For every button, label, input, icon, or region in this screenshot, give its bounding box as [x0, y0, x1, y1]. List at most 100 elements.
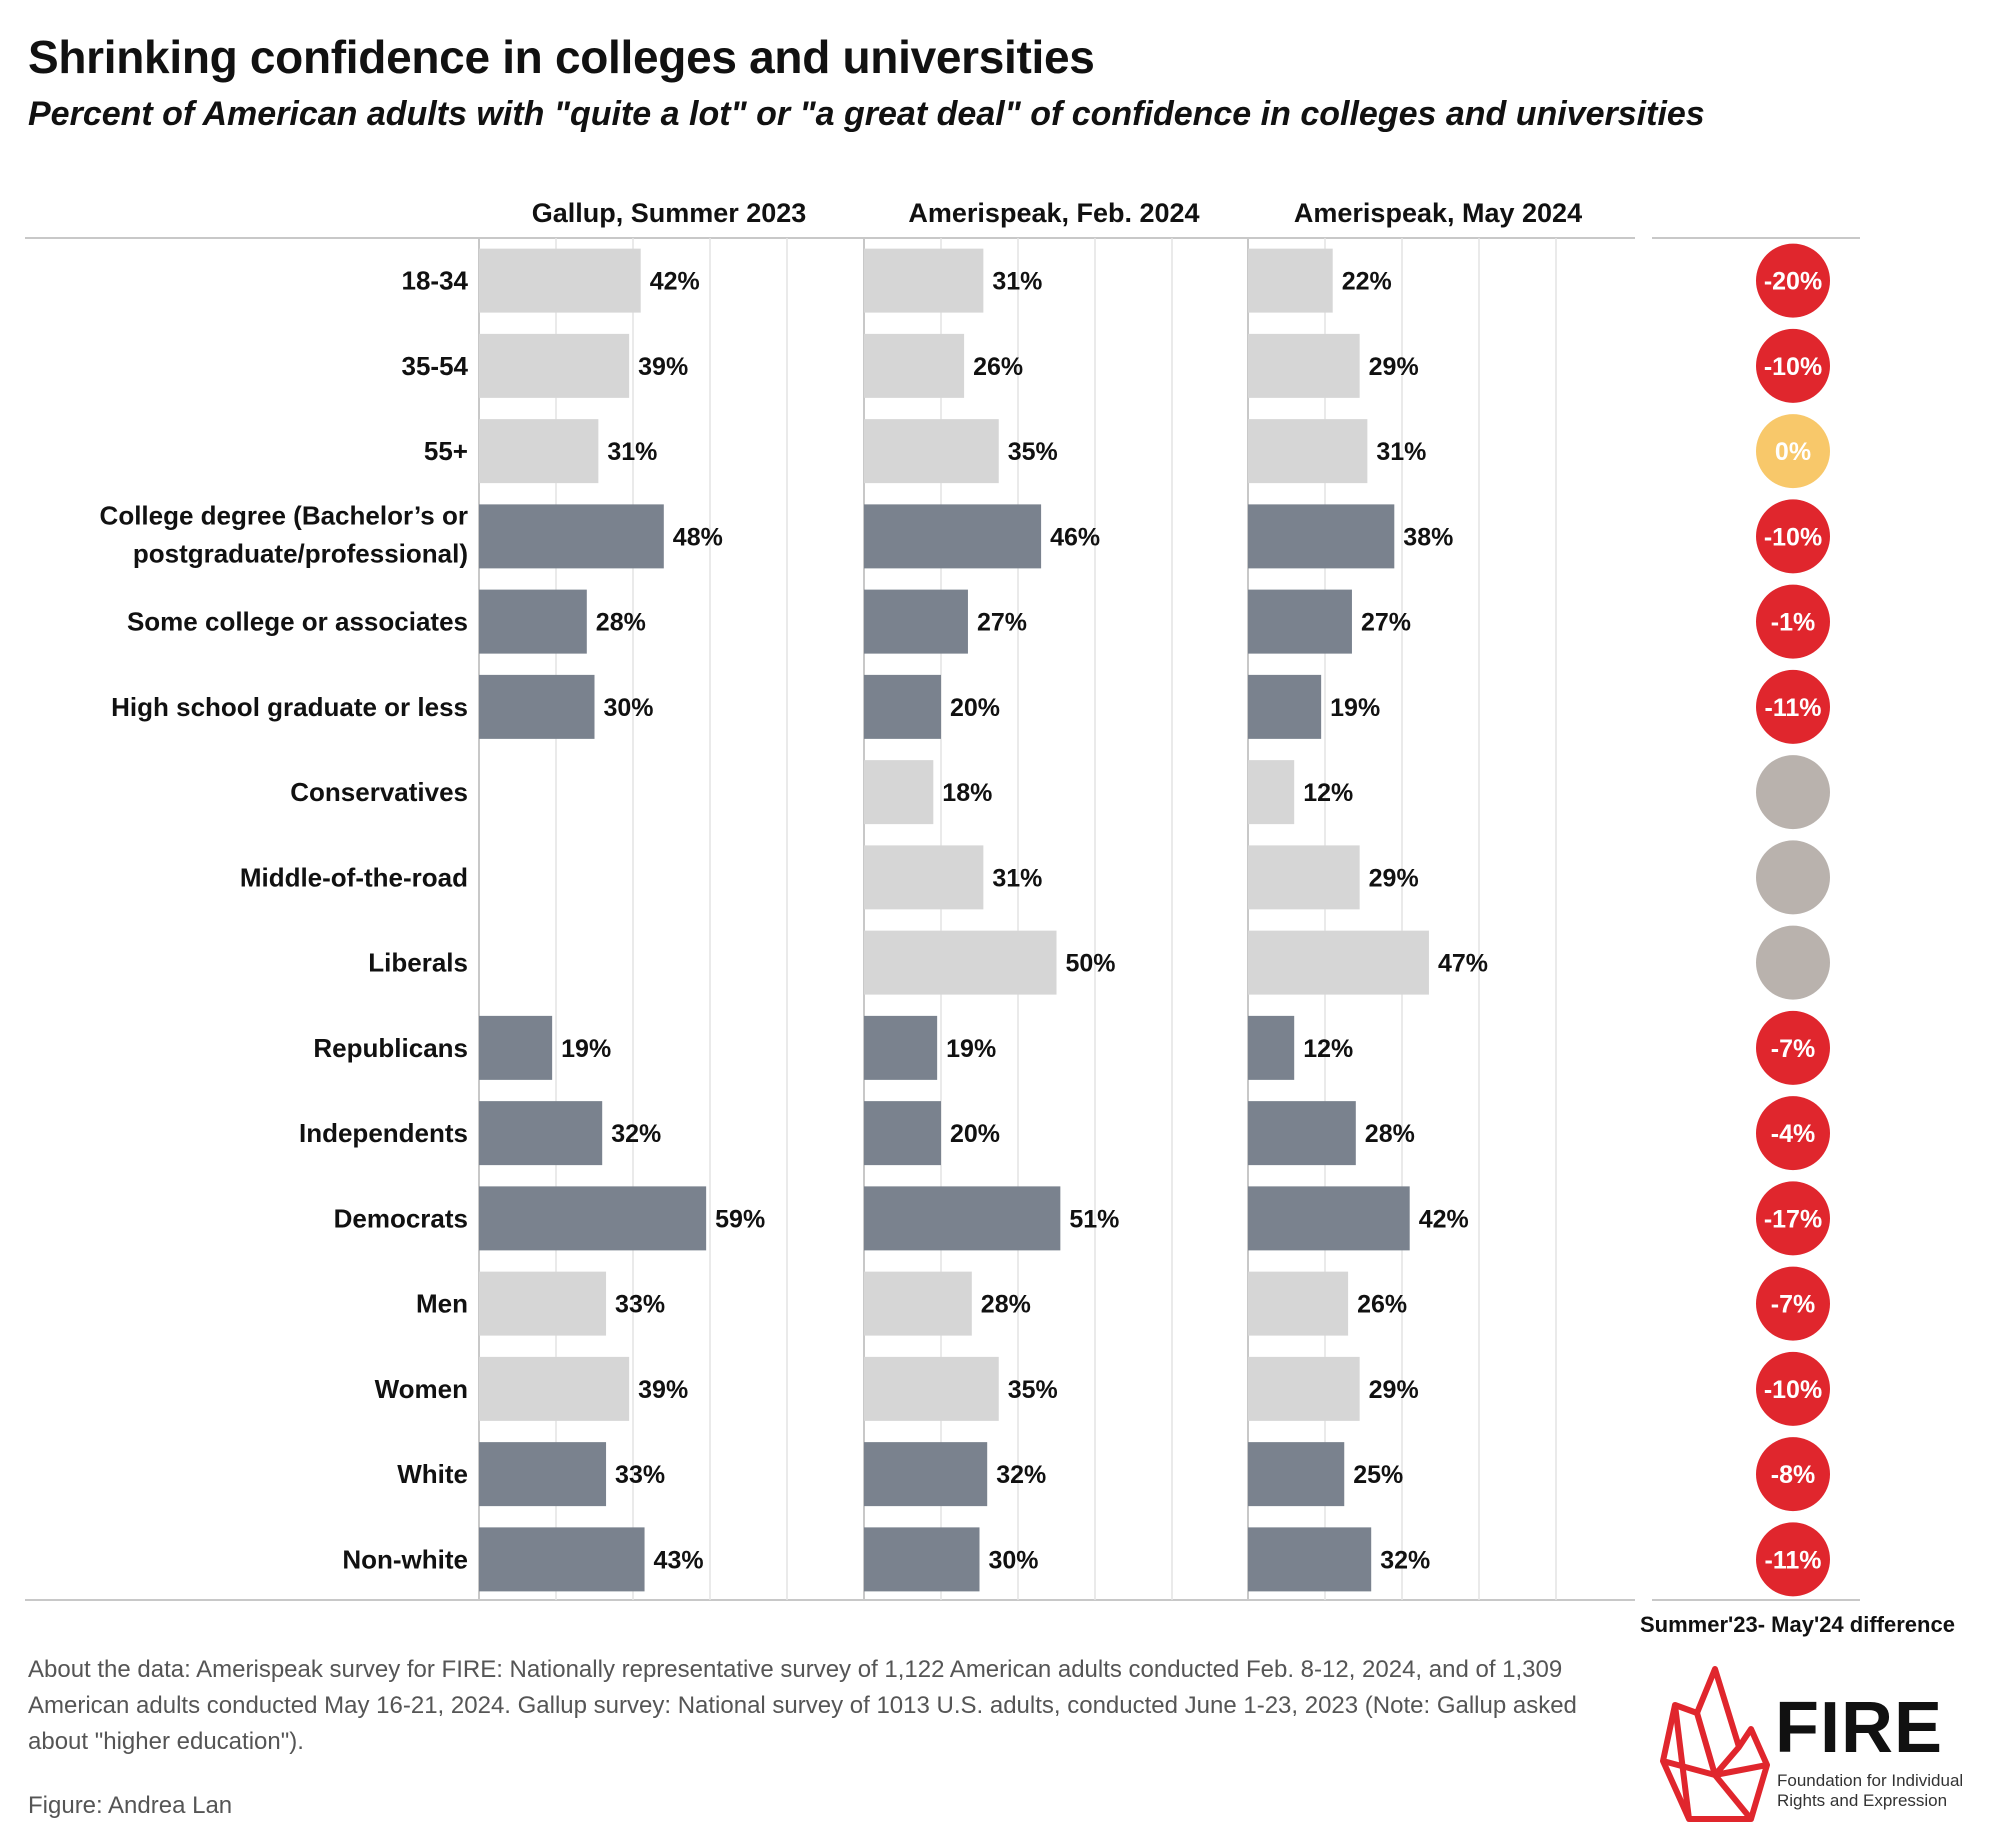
difference-label: -10%: [1764, 523, 1822, 551]
data-label: 26%: [973, 353, 1023, 381]
data-label: 42%: [1419, 1205, 1469, 1233]
data-label: 25%: [1353, 1461, 1403, 1489]
data-label: 32%: [996, 1461, 1046, 1489]
difference-circle: [1756, 243, 1830, 318]
bar: [479, 1356, 630, 1421]
data-label: 27%: [1361, 609, 1411, 637]
data-label: 22%: [1342, 268, 1392, 296]
chart-subtitle: Percent of American adults with "quite a…: [28, 95, 1705, 133]
bar: [864, 1356, 999, 1421]
data-label: 30%: [604, 694, 654, 722]
bar: [1248, 674, 1322, 739]
bar: [1248, 419, 1368, 484]
difference-label: -7%: [1771, 1291, 1815, 1319]
difference-label: -10%: [1764, 353, 1822, 381]
bar: [1248, 845, 1360, 910]
data-label: 20%: [950, 694, 1000, 722]
difference-circle: [1756, 584, 1830, 659]
data-label: 32%: [611, 1120, 661, 1148]
data-label: 28%: [1365, 1120, 1415, 1148]
bar: [1248, 504, 1395, 569]
bar: [1248, 1527, 1372, 1592]
difference-label: -10%: [1764, 1376, 1822, 1404]
data-label: 12%: [1303, 779, 1353, 807]
bar: [479, 1101, 603, 1166]
bar: [864, 1527, 980, 1592]
data-label: 27%: [977, 609, 1027, 637]
bar: [864, 674, 941, 739]
category-label: Democrats: [334, 1203, 468, 1233]
bar: [864, 333, 965, 398]
chart-title: Shrinking confidence in colleges and uni…: [28, 31, 1095, 83]
bar: [864, 1015, 938, 1080]
category-label: Liberals: [368, 948, 468, 978]
difference-circle: [1756, 669, 1830, 744]
data-label: 19%: [561, 1035, 611, 1063]
difference-circle: [1756, 499, 1830, 574]
bar: [1248, 1442, 1345, 1507]
data-label: 31%: [607, 438, 657, 466]
flame-icon: [1660, 1666, 1770, 1822]
difference-circle: [1756, 1266, 1830, 1341]
difference-circle: [1756, 1010, 1830, 1085]
difference-label: -1%: [1771, 609, 1815, 637]
data-label: 29%: [1369, 864, 1419, 892]
data-label: 28%: [596, 609, 646, 637]
difference-label: -7%: [1771, 1035, 1815, 1063]
data-label: 33%: [615, 1461, 665, 1489]
bar: [864, 589, 968, 654]
data-label: 35%: [1008, 438, 1058, 466]
difference-circle: [1756, 1181, 1830, 1256]
difference-circle: [1756, 755, 1830, 830]
data-label: 29%: [1369, 1376, 1419, 1404]
category-label: White: [397, 1459, 468, 1489]
data-label: 33%: [615, 1291, 665, 1319]
bar: [864, 504, 1042, 569]
difference-circle: [1756, 925, 1830, 1000]
data-label: 20%: [950, 1120, 1000, 1148]
bar-chart: Gallup, Summer 2023 Amerispeak, Feb. 2024…: [25, 198, 1955, 1637]
bar: [479, 419, 599, 484]
logo-tagline: Foundation for Individual Rights and Exp…: [1777, 1771, 1964, 1810]
data-label: 39%: [638, 353, 688, 381]
category-label: Some college or associates: [127, 607, 468, 637]
data-label: 43%: [654, 1546, 704, 1574]
data-label: 19%: [946, 1035, 996, 1063]
bar: [479, 1186, 707, 1251]
data-label: 32%: [1380, 1546, 1430, 1574]
data-label: 42%: [650, 268, 700, 296]
data-label: 18%: [942, 779, 992, 807]
data-label: 48%: [673, 523, 723, 551]
data-label: 59%: [715, 1205, 765, 1233]
bar: [864, 845, 984, 910]
bar: [479, 589, 587, 654]
difference-label: -4%: [1771, 1120, 1815, 1148]
data-label: 47%: [1438, 950, 1488, 978]
difference-label: -8%: [1771, 1461, 1815, 1489]
bar: [479, 504, 664, 569]
category-label: Conservatives: [290, 777, 468, 807]
bar: [864, 248, 984, 313]
category-label: Men: [416, 1289, 468, 1319]
data-label: 35%: [1008, 1376, 1058, 1404]
category-label: High school graduate or less: [111, 692, 468, 722]
difference-label: -17%: [1764, 1205, 1822, 1233]
data-label: 12%: [1303, 1035, 1353, 1063]
difference-label: -11%: [1765, 1546, 1822, 1574]
category-label: postgraduate/professional): [133, 538, 468, 568]
data-label: 50%: [1066, 950, 1116, 978]
category-label: Independents: [299, 1118, 468, 1148]
bar: [1248, 1015, 1295, 1080]
bar: [864, 1101, 941, 1166]
category-label: 35-54: [402, 351, 469, 381]
data-label: 31%: [992, 268, 1042, 296]
data-label: 26%: [1357, 1291, 1407, 1319]
data-label: 31%: [992, 864, 1042, 892]
data-label: 46%: [1050, 523, 1100, 551]
bar: [864, 930, 1057, 995]
bar: [864, 760, 934, 825]
difference-circle: [1756, 1522, 1830, 1597]
difference-label: 0%: [1775, 438, 1811, 466]
difference-circle: [1756, 1351, 1830, 1426]
bar: [1248, 1271, 1349, 1336]
